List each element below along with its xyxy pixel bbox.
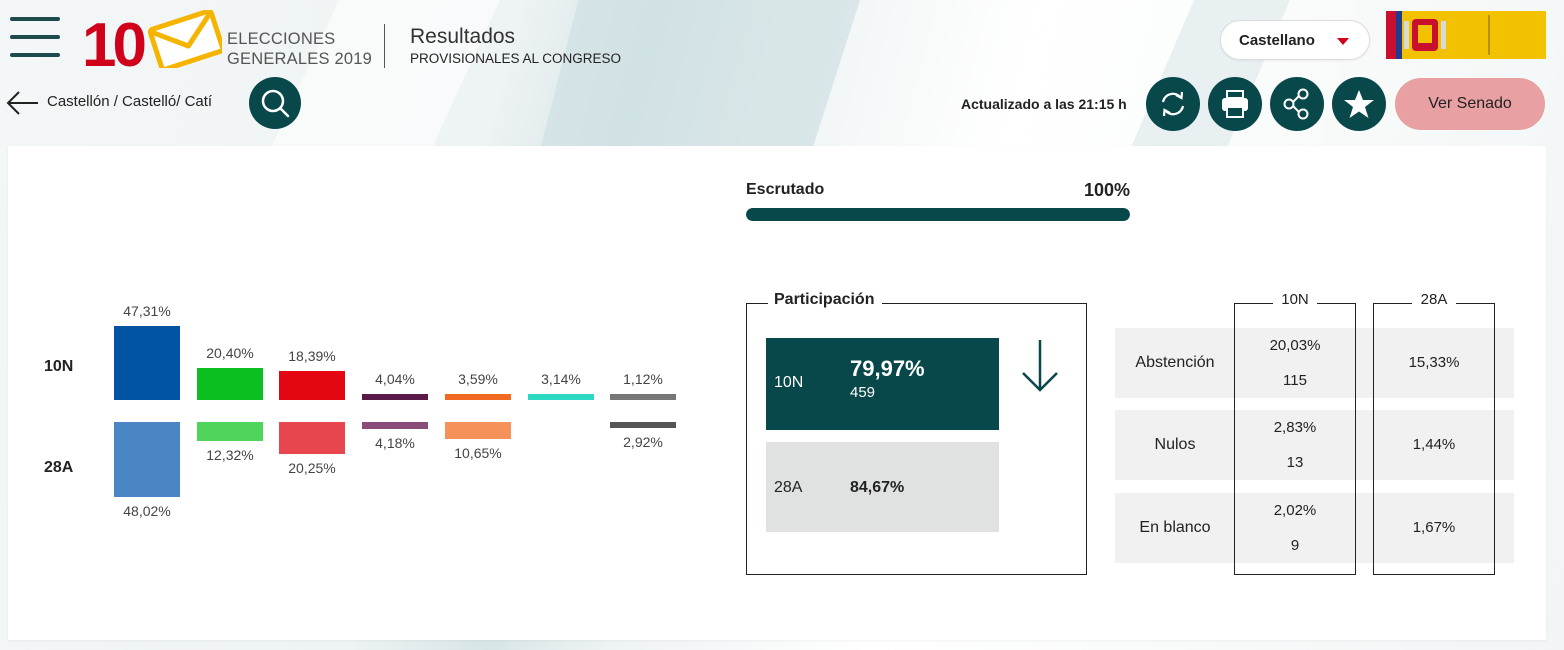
- language-selector[interactable]: Castellano: [1220, 20, 1370, 60]
- bar-10n: [528, 394, 594, 400]
- bar-label-28a: 48,02%: [123, 503, 171, 520]
- participation-10n-box: 10N 79,97% 459: [766, 338, 999, 430]
- bar-10n: [362, 393, 428, 400]
- table-cell-count: 9: [1290, 537, 1300, 554]
- election-logo: 10: [82, 10, 222, 68]
- breadcrumb[interactable]: Castellón / Castelló/ Catí: [47, 93, 213, 110]
- last-updated-text: Actualizado a las 21:15 h: [961, 96, 1127, 112]
- bar-28a: [197, 422, 263, 442]
- envelope-icon: [147, 10, 222, 68]
- table-row: [1115, 410, 1514, 480]
- page-subtitle: PROVISIONALES AL CONGRESO: [410, 51, 622, 66]
- bar-label-28a: 2,92%: [623, 434, 663, 450]
- refresh-button[interactable]: [1146, 77, 1200, 131]
- background-decoration: [540, 0, 860, 150]
- table-cell-percent: 2,83%: [1273, 419, 1317, 436]
- share-button[interactable]: [1270, 77, 1324, 131]
- participation-10n-percent: 79,97%: [850, 356, 925, 381]
- bar-label-10n: 3,59%: [458, 371, 498, 387]
- bar-label-10n: 47,31%: [123, 303, 171, 319]
- star-icon: [1344, 90, 1374, 118]
- participation-panel: [746, 303, 1087, 575]
- bar-10n: [279, 371, 345, 400]
- participation-28a-percent: 84,67%: [850, 479, 905, 496]
- bar-label-28a: 12,32%: [206, 447, 254, 464]
- logo-caption: ELECCIONES GENERALES 2019: [227, 29, 372, 69]
- bar-label-28a: 4,18%: [375, 434, 415, 451]
- hamburger-menu-icon[interactable]: [10, 15, 60, 59]
- bar-28a: [610, 422, 676, 428]
- header-divider: [384, 24, 385, 68]
- bar-label-10n: 18,39%: [288, 348, 336, 365]
- participation-title: Participación: [768, 291, 883, 309]
- bar-label-28a: 20,25%: [288, 459, 336, 476]
- bar-label-10n: 1,12%: [623, 371, 663, 387]
- table-row: [1115, 493, 1514, 563]
- participation-28a-box: 28A 84,67%: [766, 442, 999, 532]
- table-header-10n: 10N: [1273, 291, 1317, 308]
- page-title: Resultados: [410, 25, 516, 48]
- coat-of-arms-icon: [1404, 19, 1446, 51]
- bar-label-10n: 3,14%: [541, 371, 581, 387]
- table-cell-count: 115: [1283, 372, 1307, 389]
- language-selector-value: Castellano: [1239, 31, 1315, 49]
- table-cell-count: 13: [1286, 454, 1304, 471]
- bar-28a: [279, 422, 345, 454]
- bar-label-28a: 10,65%: [454, 444, 502, 461]
- print-icon: [1222, 90, 1248, 118]
- bar-28a: [445, 422, 511, 439]
- table-row-label: Abstención: [1135, 354, 1215, 371]
- participation-28a-label: 28A: [774, 479, 803, 496]
- view-senate-button[interactable]: Ver Senado: [1395, 78, 1545, 130]
- bar-10n: [445, 394, 511, 400]
- refresh-icon: [1161, 91, 1185, 117]
- table-cell-percent: 20,03%: [1269, 337, 1321, 354]
- logo-number: 10: [82, 11, 144, 68]
- scrutiny-value: 100%: [1083, 180, 1130, 200]
- table-row: [1115, 328, 1514, 398]
- chevron-down-icon: [1337, 38, 1349, 45]
- table-row-label: Nulos: [1154, 436, 1196, 453]
- table-cell-percent: 15,33%: [1408, 354, 1460, 371]
- bar-label-10n: 4,04%: [375, 370, 415, 387]
- bar-label-10n: 20,40%: [206, 345, 254, 362]
- row-label-10n: 10N: [44, 358, 74, 375]
- arrow-left-icon[interactable]: [6, 89, 40, 117]
- bar-10n: [610, 394, 676, 400]
- arrow-down-icon: [1022, 340, 1058, 392]
- favorite-button[interactable]: [1332, 77, 1386, 131]
- table-row-label: En blanco: [1139, 519, 1211, 536]
- table-header-28a: 28A: [1412, 291, 1456, 308]
- bar-10n: [197, 368, 263, 400]
- logo-line-1: ELECCIONES: [227, 30, 336, 48]
- search-button[interactable]: [249, 77, 301, 129]
- row-label-28a: 28A: [44, 459, 74, 476]
- table-cell-percent: 1,44%: [1412, 436, 1456, 453]
- participation-10n-label: 10N: [774, 374, 804, 391]
- scrutiny-label: Escrutado: [746, 181, 825, 198]
- search-icon: [261, 89, 290, 118]
- scrutiny-progress-bar: [746, 208, 1130, 221]
- bar-28a: [362, 422, 428, 429]
- scrutiny-progress-fill: [746, 208, 1130, 221]
- logo-line-2: GENERALES 2019: [227, 50, 372, 68]
- bar-28a: [114, 422, 180, 498]
- print-button[interactable]: [1208, 77, 1262, 131]
- share-icon: [1283, 88, 1309, 120]
- table-cell-percent: 2,02%: [1273, 502, 1317, 519]
- government-logo: [1386, 11, 1546, 59]
- bar-10n: [114, 326, 180, 400]
- table-cell-percent: 1,67%: [1412, 519, 1456, 536]
- participation-10n-count: 459: [850, 384, 876, 401]
